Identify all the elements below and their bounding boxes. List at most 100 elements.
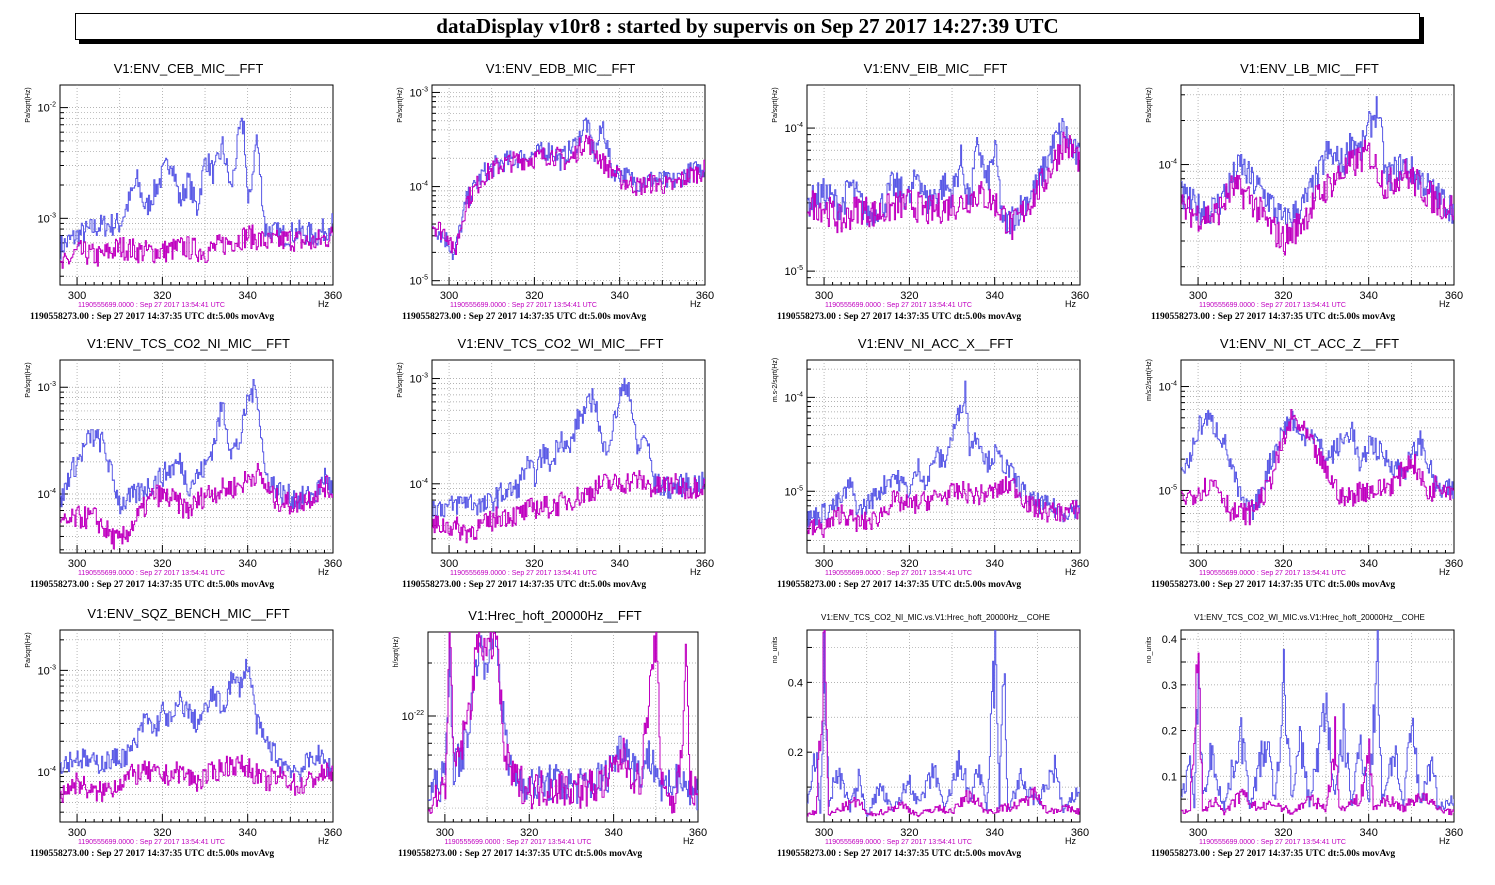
current-timestamp: 1190558273.00 : Sep 27 2017 14:37:35 UTC…: [777, 580, 1021, 590]
chart-title: V1:Hrec_hoft_20000Hz__FFT: [468, 608, 641, 623]
series-reference: [432, 134, 705, 255]
y-axis-label: no_units: [772, 636, 779, 663]
reference-timestamp: 1190555699.0000 : Sep 27 2017 13:54:41 U…: [445, 839, 592, 846]
y-axis-label: m/s2/sqrt(Hz): [1146, 359, 1153, 401]
chart-title: V1:ENV_TCS_CO2_NI_MIC__FFT: [87, 336, 290, 351]
x-tick-label: 320: [525, 290, 543, 302]
current-timestamp: 1190558273.00 : Sep 27 2017 14:37:35 UTC…: [777, 849, 1021, 859]
current-timestamp: 1190558273.00 : Sep 27 2017 14:37:35 UTC…: [1151, 312, 1395, 322]
y-axis-label: Pa/sqrt(Hz): [772, 87, 779, 122]
y-tick-label: 10-3: [410, 373, 429, 386]
y-tick-label: 10-4: [38, 766, 57, 779]
y-axis-label: Pa/sqrt(Hz): [25, 632, 32, 667]
reference-timestamp: 1190555699.0000 : Sep 27 2017 13:54:41 U…: [78, 302, 225, 309]
series-reference: [1181, 652, 1454, 816]
x-axis-label: Hz: [1439, 567, 1450, 577]
series-reference: [60, 224, 333, 269]
reference-timestamp: 1190555699.0000 : Sep 27 2017 13:54:41 U…: [825, 839, 972, 846]
y-tick-label: 10-4: [785, 391, 804, 404]
x-axis-label: Hz: [1065, 836, 1076, 846]
x-tick-label: 360: [1445, 827, 1463, 839]
series-reference: [1181, 139, 1454, 256]
chart-5: V1:ENV_TCS_CO2_NI_MIC__FFT Pa/sqrt(Hz) 10-…: [25, 336, 342, 590]
y-tick-label: 0.1: [1162, 771, 1177, 783]
reference-timestamp: 1190555699.0000 : Sep 27 2017 13:54:41 U…: [825, 570, 972, 577]
x-tick-label: 300: [1189, 558, 1207, 570]
y-axis-label: Pa/sqrt(Hz): [1146, 87, 1153, 122]
x-tick-label: 320: [153, 558, 171, 570]
reference-timestamp: 1190555699.0000 : Sep 27 2017 13:54:41 U…: [1199, 839, 1346, 846]
x-tick-label: 340: [986, 827, 1004, 839]
y-tick-label: 10-3: [410, 86, 429, 99]
plot-frame: [431, 359, 706, 554]
x-tick-label: 320: [525, 558, 543, 570]
x-tick-label: 360: [696, 290, 714, 302]
chart-title: V1:ENV_NI_ACC_X__FFT: [858, 336, 1013, 351]
x-tick-label: 300: [815, 827, 833, 839]
x-tick-label: 300: [815, 290, 833, 302]
current-timestamp: 1190558273.00 : Sep 27 2017 14:37:35 UTC…: [402, 312, 646, 322]
chart-7: V1:ENV_NI_ACC_X__FFT m.s-2/sqrt(Hz) 10-5 10…: [772, 336, 1089, 590]
chart-title: V1:ENV_TCS_CO2_WI_MIC__FFT: [458, 336, 664, 351]
x-tick-label: 340: [611, 290, 629, 302]
current-timestamp: 1190558273.00 : Sep 27 2017 14:37:35 UTC…: [1151, 580, 1395, 590]
chart-4: V1:ENV_LB_MIC__FFT Pa/sqrt(Hz) 10-4 300 320 3…: [1146, 61, 1463, 322]
chart-8: V1:ENV_NI_CT_ACC_Z__FFT m/s2/sqrt(Hz) 10-5…: [1146, 336, 1463, 590]
current-timestamp: 1190558273.00 : Sep 27 2017 14:37:35 UTC…: [30, 580, 274, 590]
x-tick-label: 300: [440, 558, 458, 570]
current-timestamp: 1190558273.00 : Sep 27 2017 14:37:35 UTC…: [30, 312, 274, 322]
y-tick-label: 10-4: [1159, 381, 1178, 394]
current-timestamp: 1190558273.00 : Sep 27 2017 14:37:35 UTC…: [777, 312, 1021, 322]
y-axis-label: Pa/sqrt(Hz): [397, 362, 404, 397]
y-tick-label: 0.2: [1162, 726, 1177, 738]
y-tick-label: 10-5: [785, 485, 804, 498]
x-tick-label: 340: [604, 827, 622, 839]
chart-6: V1:ENV_TCS_CO2_WI_MIC__FFT Pa/sqrt(Hz) 10-…: [397, 336, 714, 590]
x-tick-label: 340: [1360, 827, 1378, 839]
x-tick-label: 320: [900, 290, 918, 302]
x-tick-label: 360: [696, 558, 714, 570]
y-tick-label: 10-2: [38, 102, 57, 115]
x-tick-label: 360: [324, 558, 342, 570]
series-reference: [432, 470, 705, 544]
current-timestamp: 1190558273.00 : Sep 27 2017 14:37:35 UTC…: [398, 849, 642, 859]
y-tick-label: 10-4: [410, 478, 429, 491]
chart-title: V1:ENV_EDB_MIC__FFT: [486, 61, 636, 76]
y-tick-label: 10-5: [1159, 484, 1178, 497]
series-reference: [428, 632, 698, 814]
x-tick-label: 300: [440, 290, 458, 302]
page-title: dataDisplay v10r8 : started by supervis …: [75, 13, 1420, 40]
x-tick-label: 320: [900, 827, 918, 839]
x-tick-label: 360: [324, 827, 342, 839]
series-current: [60, 117, 333, 260]
chart-1: V1:ENV_CEB_MIC__FFT Pa/sqrt(Hz) 10-3 10-2 30…: [25, 61, 342, 322]
x-tick-label: 340: [1360, 558, 1378, 570]
chart-9: V1:ENV_SQZ_BENCH_MIC__FFT Pa/sqrt(Hz) 10-4…: [25, 606, 342, 859]
x-tick-label: 300: [815, 558, 833, 570]
y-tick-label: 10-4: [38, 488, 57, 501]
x-axis-label: Hz: [690, 299, 701, 309]
x-tick-label: 320: [1274, 827, 1292, 839]
y-tick-label: 0.4: [788, 677, 803, 689]
x-axis-label: Hz: [1439, 836, 1450, 846]
chart-11: V1:ENV_TCS_CO2_NI_MIC.vs.V1:Hrec_hoft_20…: [772, 613, 1089, 859]
chart-10: V1:Hrec_hoft_20000Hz__FFT h/sqrt(Hz) 10-22…: [393, 608, 707, 859]
x-tick-label: 320: [153, 290, 171, 302]
chart-2: V1:ENV_EDB_MIC__FFT Pa/sqrt(Hz) 10-5 10-4 10…: [397, 61, 714, 322]
y-tick-label: 10-3: [38, 381, 57, 394]
y-tick-label: 10-3: [38, 212, 57, 225]
x-tick-label: 360: [324, 290, 342, 302]
series-reference: [807, 476, 1080, 538]
series-current: [1181, 630, 1454, 811]
x-tick-label: 300: [68, 290, 86, 302]
x-tick-label: 320: [520, 827, 538, 839]
x-axis-label: Hz: [690, 567, 701, 577]
chart-3: V1:ENV_EIB_MIC__FFT Pa/sqrt(Hz) 10-5 10-4 30…: [772, 61, 1089, 322]
x-tick-label: 360: [1445, 290, 1463, 302]
x-tick-label: 340: [986, 558, 1004, 570]
reference-timestamp: 1190555699.0000 : Sep 27 2017 13:54:41 U…: [825, 302, 972, 309]
chart-title: V1:ENV_EIB_MIC__FFT: [864, 61, 1008, 76]
x-tick-label: 340: [611, 558, 629, 570]
series-reference: [1181, 409, 1454, 526]
